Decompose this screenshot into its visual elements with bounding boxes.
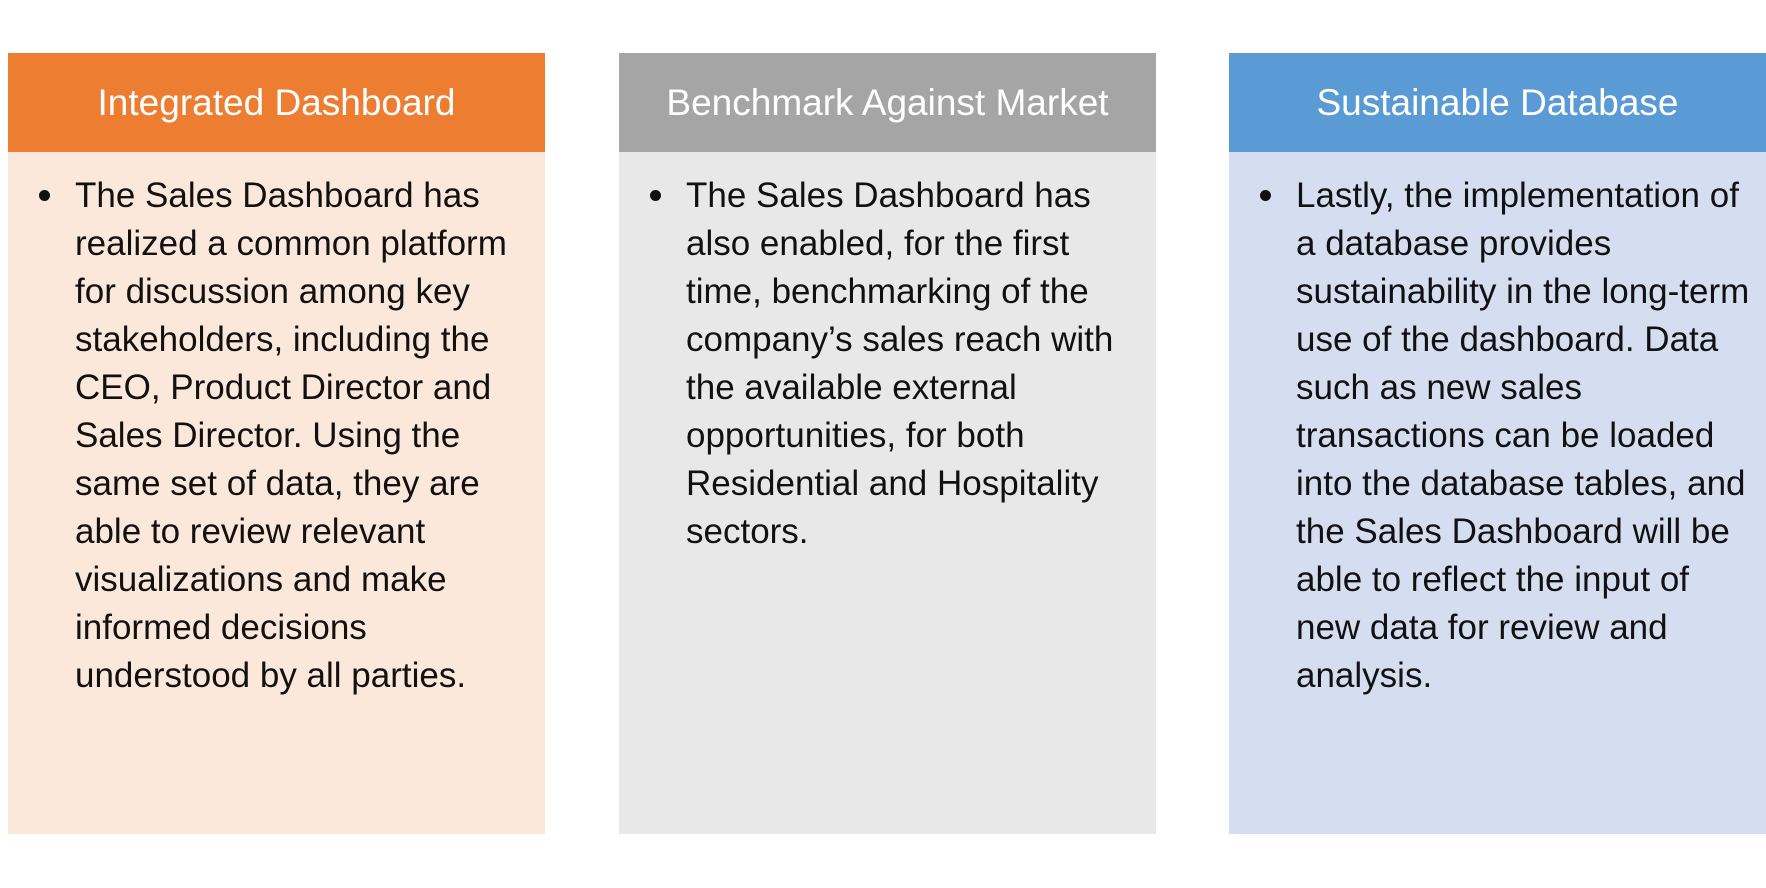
bullet-text: The Sales Dashboard has realized a commo…	[75, 176, 507, 695]
card-header: Sustainable Database	[1229, 53, 1766, 152]
card-benchmark-against-market: Benchmark Against Market The Sales Dashb…	[619, 53, 1156, 834]
list-item: The Sales Dashboard has also enabled, fo…	[639, 172, 1144, 556]
card-body: The Sales Dashboard has realized a commo…	[8, 152, 545, 834]
bullet-icon	[650, 190, 661, 201]
bullet-icon	[39, 190, 50, 201]
bullet-list: The Sales Dashboard has also enabled, fo…	[639, 172, 1144, 556]
card-integrated-dashboard: Integrated Dashboard The Sales Dashboard…	[8, 53, 545, 834]
bullet-list: The Sales Dashboard has realized a commo…	[28, 172, 533, 700]
bullet-text: The Sales Dashboard has also enabled, fo…	[686, 176, 1114, 551]
list-item: The Sales Dashboard has realized a commo…	[28, 172, 533, 700]
bullet-text: Lastly, the implementation of a database…	[1296, 176, 1750, 695]
card-sustainable-database: Sustainable Database Lastly, the impleme…	[1229, 53, 1766, 834]
card-body: Lastly, the implementation of a database…	[1229, 152, 1766, 834]
bullet-list: Lastly, the implementation of a database…	[1249, 172, 1754, 700]
list-item: Lastly, the implementation of a database…	[1249, 172, 1754, 700]
bullet-icon	[1260, 190, 1271, 201]
card-body: The Sales Dashboard has also enabled, fo…	[619, 152, 1156, 834]
card-header: Integrated Dashboard	[8, 53, 545, 152]
card-header: Benchmark Against Market	[619, 53, 1156, 152]
